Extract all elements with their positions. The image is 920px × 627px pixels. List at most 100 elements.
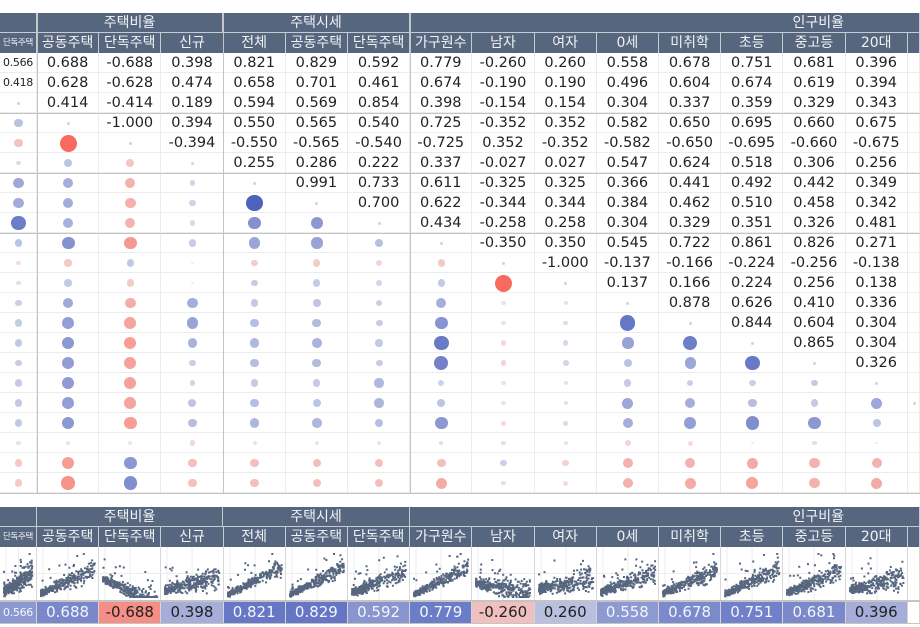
summary-column-header[interactable]: 공동주택 <box>285 527 348 547</box>
scatter-thumbnail[interactable] <box>472 547 535 600</box>
column-header[interactable]: 단독주택 <box>0 33 37 53</box>
scatter-thumbnail[interactable] <box>659 547 722 600</box>
summary-column-header[interactable]: 가구원수 <box>410 527 473 547</box>
summary-column-header[interactable]: 0세 <box>596 527 659 547</box>
summary-column-header[interactable]: 신규 <box>161 527 224 547</box>
positive-correlation-dot <box>124 456 137 470</box>
positive-correlation-dot <box>312 318 322 328</box>
summary-column-header[interactable]: 단독주택 <box>0 527 37 547</box>
column-header[interactable]: 단독주택 <box>99 33 162 53</box>
summary-column-header[interactable]: 중고등 <box>783 527 846 547</box>
column-header[interactable]: 가구원수 <box>410 33 473 53</box>
column-header[interactable]: 여자 <box>534 33 597 53</box>
positive-correlation-dot <box>250 358 259 368</box>
matrix-cell: 0.326 <box>845 353 908 373</box>
scatter-thumbnail[interactable] <box>0 547 37 600</box>
matrix-cell <box>0 273 37 293</box>
matrix-cell <box>596 313 659 333</box>
matrix-cell <box>908 213 920 233</box>
positive-correlation-dot <box>189 220 196 226</box>
matrix-cell: 0.566 <box>0 53 37 73</box>
scatter-thumbnail[interactable] <box>285 547 348 600</box>
summary-column-header[interactable]: 단독주택 <box>99 527 162 547</box>
positive-correlation-dot <box>250 299 259 307</box>
matrix-cell: 0.626 <box>721 293 784 313</box>
column-header[interactable]: 남자 <box>472 33 535 53</box>
matrix-cell: 0.342 <box>845 193 908 213</box>
matrix-cell <box>845 373 908 393</box>
scatter-thumbnail[interactable] <box>783 547 846 600</box>
negative-correlation-dot <box>252 440 257 446</box>
scatter-thumbnail[interactable] <box>223 547 286 600</box>
negative-correlation-dot <box>124 376 137 390</box>
summary-column-header[interactable]: 초등 <box>721 527 784 547</box>
scatter-thumbnail[interactable] <box>99 547 162 600</box>
positive-correlation-dot <box>15 359 22 367</box>
summary-column-header[interactable]: 여자 <box>534 527 597 547</box>
summary-column-header[interactable]: 남자 <box>472 527 535 547</box>
group-header: 주택시세 <box>223 13 410 33</box>
scatter-thumbnail[interactable] <box>721 547 784 600</box>
summary-column-header[interactable]: 공동주택 <box>37 527 100 547</box>
column-header[interactable]: 공동주택 <box>285 33 348 53</box>
scatter-thumbnail[interactable] <box>908 547 920 600</box>
positive-correlation-dot <box>435 416 448 430</box>
column-header[interactable]: 신규 <box>161 33 224 53</box>
diagonal-dot <box>377 221 381 225</box>
positive-correlation-dot <box>187 297 198 309</box>
matrix-cell <box>37 473 100 493</box>
matrix-cell <box>223 413 286 433</box>
negative-correlation-dot <box>563 440 568 446</box>
matrix-cell: 0.336 <box>845 293 908 313</box>
scatter-thumbnail[interactable] <box>596 547 659 600</box>
scatter-thumbnail[interactable] <box>37 547 100 600</box>
column-header[interactable]: 20대 <box>845 33 908 53</box>
column-header[interactable]: 중고등 <box>783 33 846 53</box>
matrix-cell: -0.258 <box>472 213 535 233</box>
matrix-cell: 0.190 <box>534 73 597 93</box>
matrix-cell: -0.138 <box>845 253 908 273</box>
scatter-plot <box>410 547 473 600</box>
column-header[interactable] <box>908 33 920 53</box>
matrix-cell <box>223 353 286 373</box>
positive-correlation-dot <box>16 280 21 286</box>
column-header[interactable]: 0세 <box>596 33 659 53</box>
matrix-cell: -0.540 <box>348 133 411 153</box>
scatter-thumbnail[interactable] <box>410 547 473 600</box>
column-header[interactable]: 초등 <box>721 33 784 53</box>
matrix-cell <box>285 193 348 213</box>
column-header[interactable]: 미취학 <box>659 33 722 53</box>
positive-correlation-dot <box>433 335 449 351</box>
summary-column-header[interactable] <box>908 527 920 547</box>
summary-column-header[interactable]: 전체 <box>223 527 286 547</box>
summary-column-header[interactable]: 단독주택 <box>348 527 411 547</box>
scatter-thumbnail[interactable] <box>161 547 224 600</box>
column-header[interactable]: 전체 <box>223 33 286 53</box>
negative-correlation-dot <box>250 478 260 488</box>
positive-correlation-dot <box>14 419 23 427</box>
positive-correlation-dot <box>61 236 75 250</box>
scatter-thumbnail[interactable] <box>845 547 908 600</box>
summary-column-header[interactable]: 미취학 <box>659 527 722 547</box>
negative-correlation-dot <box>501 400 506 406</box>
matrix-cell <box>721 433 784 453</box>
matrix-cell: 0.688 <box>37 53 100 73</box>
matrix-cell <box>472 313 535 333</box>
column-header[interactable]: 단독주택 <box>348 33 411 53</box>
scatter-plot <box>223 547 286 600</box>
summary-divider <box>0 600 920 602</box>
matrix-cell: 0.481 <box>845 213 908 233</box>
scatter-thumbnail[interactable] <box>348 547 411 600</box>
matrix-cell: 0.865 <box>783 333 846 353</box>
scatter-plot <box>37 547 100 600</box>
summary-column-header[interactable]: 20대 <box>845 527 908 547</box>
column-header[interactable]: 공동주택 <box>37 33 100 53</box>
negative-correlation-dot <box>746 457 758 469</box>
matrix-cell: -0.695 <box>721 133 784 153</box>
correlation-value-cell: 0.558 <box>596 602 659 623</box>
matrix-cell: -0.394 <box>161 133 224 153</box>
matrix-cell <box>472 353 535 373</box>
matrix-cell <box>472 273 535 293</box>
scatter-thumbnail[interactable] <box>534 547 597 600</box>
negative-correlation-dot <box>124 397 137 409</box>
